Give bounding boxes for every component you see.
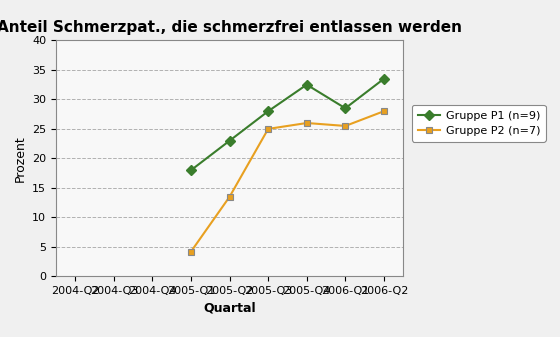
Gruppe P1 (n=9) (265, 109, 272, 113)
Title: Anteil Schmerzpat., die schmerzfrei entlassen werden: Anteil Schmerzpat., die schmerzfrei entl… (0, 20, 462, 35)
Gruppe P1 (n=9) (188, 168, 194, 172)
Line: Gruppe P1 (n=9): Gruppe P1 (n=9) (188, 75, 388, 174)
Gruppe P1 (n=9) (381, 77, 388, 81)
Gruppe P1 (n=9) (342, 106, 349, 110)
X-axis label: Quartal: Quartal (203, 302, 256, 315)
Legend: Gruppe P1 (n=9), Gruppe P2 (n=7): Gruppe P1 (n=9), Gruppe P2 (n=7) (412, 105, 545, 142)
Line: Gruppe P2 (n=7): Gruppe P2 (n=7) (188, 108, 388, 255)
Gruppe P2 (n=7) (265, 127, 272, 131)
Gruppe P2 (n=7) (188, 249, 194, 253)
Y-axis label: Prozent: Prozent (13, 135, 26, 182)
Gruppe P2 (n=7) (342, 124, 349, 128)
Gruppe P2 (n=7) (304, 121, 310, 125)
Gruppe P1 (n=9) (304, 83, 310, 87)
Gruppe P1 (n=9) (226, 139, 233, 143)
Gruppe P2 (n=7) (381, 109, 388, 113)
Gruppe P2 (n=7) (226, 195, 233, 199)
